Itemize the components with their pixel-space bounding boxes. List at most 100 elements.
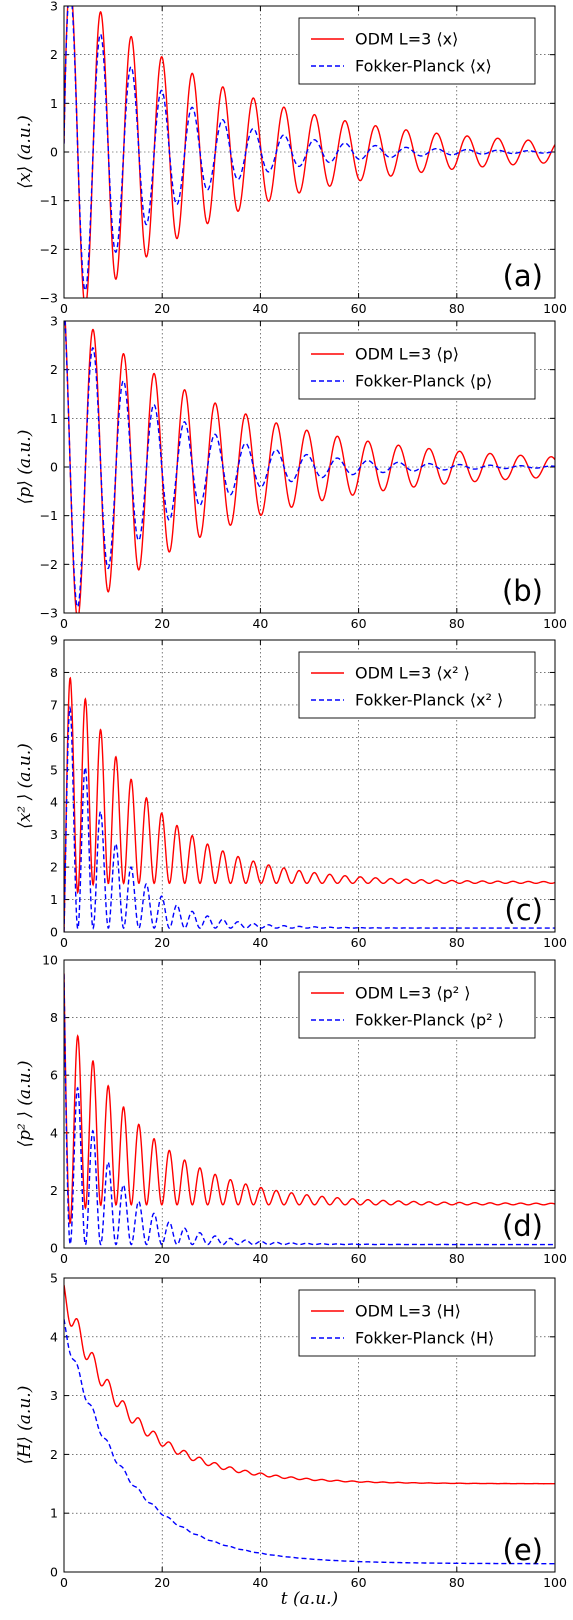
y-tick-label: −1 <box>40 508 58 523</box>
legend: ODM L=3 ⟨p⟩ Fokker-Planck ⟨p⟩ <box>298 332 536 400</box>
x-tick-label: 80 <box>449 616 465 631</box>
series-line-fokker-planck <box>64 705 555 932</box>
x-tick-label: 20 <box>154 1251 170 1266</box>
y-tick-label: 0 <box>50 925 58 940</box>
y-tick-label: 8 <box>50 665 58 680</box>
legend-box <box>298 651 536 719</box>
series-line-odm <box>64 973 555 1225</box>
y-tick-label: −3 <box>40 291 58 306</box>
y-tick-label: −3 <box>40 606 58 621</box>
legend-entry: Fokker-Planck ⟨p⟩ <box>355 372 492 391</box>
x-tick-label: 20 <box>154 301 170 316</box>
legend-box <box>298 1289 536 1357</box>
y-axis-label: ⟨x⟩ (a.u.) <box>15 115 35 188</box>
legend-entry: ODM L=3 ⟨p² ⟩ <box>355 984 471 1003</box>
x-tick-label: 20 <box>154 616 170 631</box>
series-line-fokker-planck <box>64 1319 555 1565</box>
plot-frame <box>63 639 556 933</box>
legend: ODM L=3 ⟨p² ⟩ Fokker-Planck ⟨p² ⟩ <box>298 971 536 1039</box>
x-tick-label: 40 <box>252 616 268 631</box>
x-tick-label: 60 <box>351 935 367 950</box>
series-line-fokker-planck <box>64 6 555 292</box>
y-tick-label: 10 <box>42 953 58 968</box>
legend-entry: Fokker-Planck ⟨p² ⟩ <box>355 1011 504 1030</box>
legend-entry: Fokker-Planck ⟨x⟩ <box>355 57 492 76</box>
legend-box <box>298 332 536 400</box>
plot-frame <box>63 320 556 614</box>
x-tick-label: 100 <box>543 1251 567 1266</box>
legend-entry: ODM L=3 ⟨p⟩ <box>355 345 459 364</box>
y-tick-label: 3 <box>50 1388 58 1403</box>
x-tick-label: 20 <box>154 1575 170 1590</box>
x-axis-label: t (a.u.) <box>281 1589 338 1609</box>
y-tick-label: 4 <box>50 1329 58 1344</box>
y-tick-label: 2 <box>50 1183 58 1198</box>
x-tick-label: 80 <box>449 1251 465 1266</box>
x-tick-label: 40 <box>252 1575 268 1590</box>
x-tick-label: 80 <box>449 1575 465 1590</box>
x-tick-label: 80 <box>449 301 465 316</box>
y-tick-label: 2 <box>50 860 58 875</box>
x-tick-label: 20 <box>154 935 170 950</box>
panel-b: −3 −2 −1 0 1 2 3 0 20 40 60 80 100 ⟨p⟩ (a.u.) ODM L=3 … <box>15 314 567 632</box>
y-tick-label: −2 <box>40 242 58 257</box>
panel-a: −3 −2 −1 0 1 2 3 0 20 40 60 80 100 ⟨x⟩ (a.u.) ODM L=3 … <box>15 0 567 316</box>
x-tick-label: 100 <box>543 616 567 631</box>
plot-frame <box>63 959 556 1249</box>
x-tick-label: 40 <box>252 301 268 316</box>
x-tick-label: 0 <box>60 935 68 950</box>
x-tick-label: 80 <box>449 935 465 950</box>
legend-box <box>298 971 536 1039</box>
panel-label: (a) <box>503 259 543 293</box>
panel-label: (e) <box>503 1533 543 1567</box>
y-tick-label: 5 <box>50 762 58 777</box>
x-tick-label: 40 <box>252 1251 268 1266</box>
x-tick-label: 0 <box>60 1251 68 1266</box>
y-tick-label: 6 <box>50 730 58 745</box>
panel-label: (d) <box>502 1209 543 1243</box>
x-tick-label: 100 <box>543 1575 567 1590</box>
y-tick-label: 1 <box>50 411 58 426</box>
y-tick-label: 0 <box>50 1241 58 1256</box>
series-line-odm <box>64 676 555 932</box>
y-tick-label: 2 <box>50 47 58 62</box>
y-axis-label: ⟨H⟩ (a.u.) <box>15 1386 35 1465</box>
y-axis-label: ⟨x² ⟩ (a.u.) <box>15 743 35 829</box>
y-axis-label: ⟨p² ⟩ (a.u.) <box>15 1061 35 1148</box>
y-axis-label: ⟨p⟩ (a.u.) <box>15 430 35 505</box>
legend-entry: ODM L=3 ⟨x² ⟩ <box>355 664 470 683</box>
y-tick-label: 5 <box>50 1271 58 1286</box>
y-tick-label: 3 <box>50 827 58 842</box>
y-tick-label: 1 <box>50 1506 58 1521</box>
x-tick-label: 60 <box>351 1575 367 1590</box>
x-tick-label: 0 <box>60 301 68 316</box>
legend-box <box>298 17 536 85</box>
x-tick-label: 0 <box>60 1575 68 1590</box>
legend: ODM L=3 ⟨H⟩ Fokker-Planck ⟨H⟩ <box>298 1289 536 1357</box>
x-tick-label: 100 <box>543 301 567 316</box>
y-tick-label: 4 <box>50 795 58 810</box>
x-tick-label: 100 <box>543 935 567 950</box>
plot-frame <box>63 1277 556 1573</box>
series-line-fokker-planck <box>64 321 555 608</box>
y-tick-label: 2 <box>50 1447 58 1462</box>
y-tick-label: 1 <box>50 96 58 111</box>
x-tick-label: 60 <box>351 1251 367 1266</box>
y-tick-label: 8 <box>50 1010 58 1025</box>
y-tick-label: 4 <box>50 1125 58 1140</box>
y-tick-label: 0 <box>50 145 58 160</box>
panel-label: (b) <box>502 574 543 608</box>
y-tick-label: 9 <box>50 633 58 648</box>
y-tick-label: 1 <box>50 892 58 907</box>
legend-entry: Fokker-Planck ⟨x² ⟩ <box>355 691 503 710</box>
legend: ODM L=3 ⟨x² ⟩ Fokker-Planck ⟨x² ⟩ <box>298 651 536 719</box>
legend: ODM L=3 ⟨x⟩ Fokker-Planck ⟨x⟩ <box>298 17 536 85</box>
panel-e: 0 1 2 3 4 5 0 20 40 60 80 100 ⟨H⟩ (a.u.) ODM L=3 ⟨H⟩ F… <box>15 1271 567 1591</box>
panel-label: (c) <box>504 893 543 927</box>
y-tick-label: 7 <box>50 697 58 712</box>
x-tick-label: 60 <box>351 616 367 631</box>
legend-entry: Fokker-Planck ⟨H⟩ <box>355 1329 494 1348</box>
x-tick-label: 60 <box>351 301 367 316</box>
